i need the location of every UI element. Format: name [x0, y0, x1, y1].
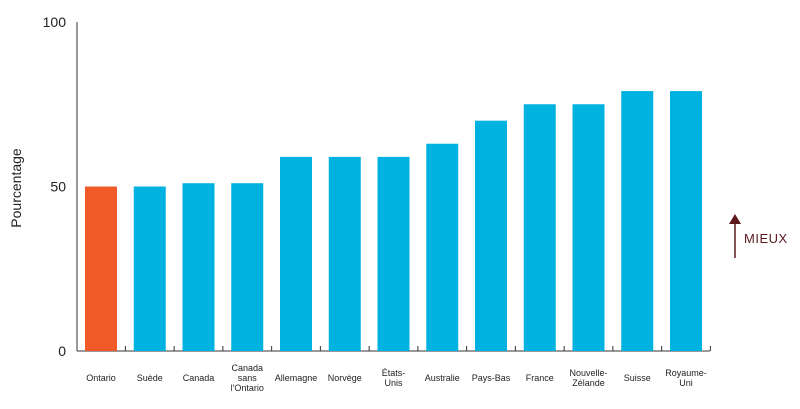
bars [85, 91, 702, 351]
category-label-line: Nouvelle- [569, 368, 607, 378]
bar [621, 91, 654, 351]
bar [182, 183, 215, 351]
category-label-line: Australie [425, 373, 460, 383]
bar [328, 156, 361, 351]
category-label: France [526, 373, 554, 383]
category-label: Allemagne [275, 373, 318, 383]
y-tick-label: 50 [50, 179, 66, 195]
bar [231, 183, 264, 351]
category-label-line: sans [238, 373, 258, 383]
category-label-line: Suède [137, 373, 163, 383]
category-label-line: Pays-Bas [472, 373, 511, 383]
category-label-line: France [526, 373, 554, 383]
bar [280, 156, 312, 351]
category-label: Canada [183, 373, 215, 383]
category-label-line: l'Ontario [231, 383, 264, 393]
bar [85, 186, 117, 351]
better-label: MIEUX [744, 231, 788, 246]
bar [377, 156, 410, 351]
category-label: Ontario [86, 373, 116, 383]
bar [523, 104, 556, 351]
category-label-line: Norvège [328, 373, 362, 383]
category-label: Suède [137, 373, 163, 383]
category-label-line: Canada [231, 363, 263, 373]
category-label: Canada sans l'Ontario [231, 363, 264, 393]
category-label: Nouvelle-Zélande [569, 368, 607, 388]
x-tick-marks [124, 346, 711, 351]
category-label: Australie [425, 373, 460, 383]
category-label-line: Unis [384, 378, 403, 388]
bar [572, 104, 605, 351]
category-label-line: États- [382, 368, 406, 378]
category-label: États-Unis [382, 368, 406, 388]
bar [426, 143, 459, 351]
category-label: Norvège [328, 373, 362, 383]
category-label: Royaume-Uni [665, 368, 707, 388]
y-tick-label: 100 [43, 14, 67, 30]
category-label-line: Allemagne [275, 373, 318, 383]
category-label: Pays-Bas [472, 373, 511, 383]
category-label: Suisse [624, 373, 651, 383]
category-label-line: Ontario [86, 373, 116, 383]
y-tick-label: 0 [58, 343, 66, 359]
category-label-line: Canada [183, 373, 215, 383]
better-indicator: MIEUX [729, 214, 788, 258]
bar [670, 91, 702, 351]
category-label-line: Suisse [624, 373, 651, 383]
bar [475, 120, 507, 351]
category-label-line: Royaume- [665, 368, 707, 378]
y-tick-labels: 0 50 100 [43, 14, 67, 359]
better-arrow-icon [729, 214, 741, 224]
y-axis-title: Pourcentage [8, 148, 24, 228]
category-label-line: Uni [679, 378, 693, 388]
bar [133, 186, 166, 351]
category-label-line: Zélande [572, 378, 605, 388]
